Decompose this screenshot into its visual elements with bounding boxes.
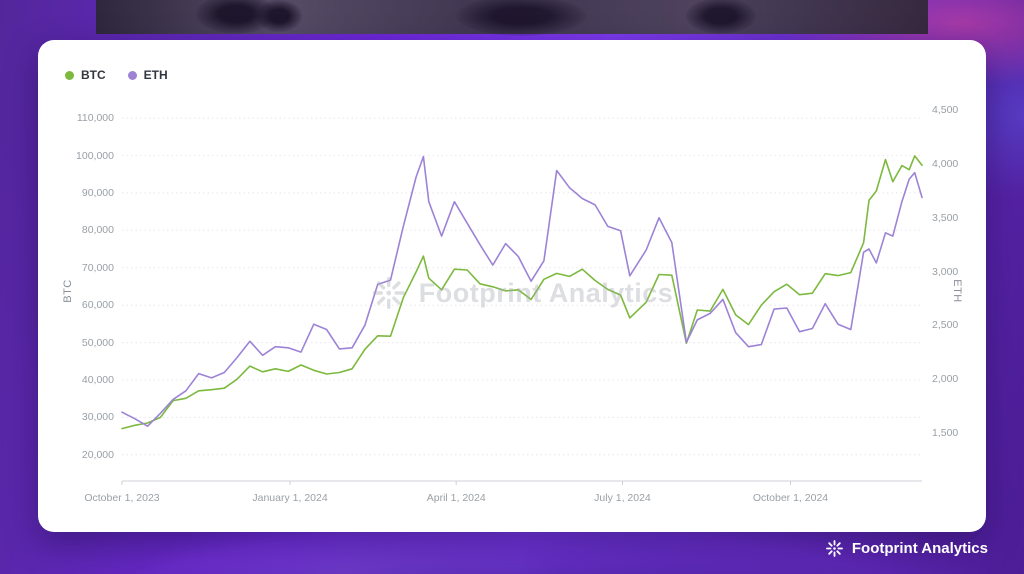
y-axis-tick-left: 60,000 xyxy=(81,299,114,312)
chart-card: BTC ETH BTC ETH 20,000 30,000 40,000 50,000… xyxy=(38,40,986,532)
x-axis-tick: October 1, 2023 xyxy=(84,492,160,504)
chart-legend: BTC ETH xyxy=(65,68,168,82)
y-axis-tick-left: 50,000 xyxy=(81,336,114,349)
background-photo-strip xyxy=(96,0,928,36)
y-axis-tick-left: 30,000 xyxy=(81,411,114,424)
legend-label-eth: ETH xyxy=(143,68,168,82)
y-axis-tick-right: 4,500 xyxy=(932,104,959,117)
x-axis-tick: January 1, 2024 xyxy=(252,492,328,504)
btc-legend-dot-icon xyxy=(65,70,74,80)
background-blob xyxy=(686,0,756,34)
y-axis-tick-right: 2,500 xyxy=(932,319,959,332)
y-axis-tick-left: 80,000 xyxy=(81,224,114,237)
eth-legend-dot-icon xyxy=(127,70,137,80)
x-axis-tick: October 1, 2024 xyxy=(752,492,829,504)
y-axis-tick-left: 100,000 xyxy=(76,149,114,162)
price-line-chart[interactable] xyxy=(121,105,923,487)
legend-item-eth[interactable]: ETH xyxy=(127,68,168,82)
right-axis-title: ETH xyxy=(950,279,963,303)
y-axis-tick-right: 2,000 xyxy=(932,372,959,385)
y-axis-tick-left: 70,000 xyxy=(81,261,114,274)
y-axis-tick-left: 110,000 xyxy=(76,112,114,125)
y-axis-tick-right: 1,500 xyxy=(932,426,959,439)
y-axis-tick-left: 90,000 xyxy=(81,186,114,199)
y-axis-tick-right: 3,000 xyxy=(932,265,959,278)
y-axis-tick-right: 3,500 xyxy=(932,211,959,224)
y-axis-tick-right: 4,000 xyxy=(932,158,959,171)
y-axis-tick-left: 40,000 xyxy=(81,373,114,386)
x-axis-tick: July 1, 2024 xyxy=(594,492,651,504)
footer-brand-text: Footprint Analytics xyxy=(851,540,988,557)
y-axis-tick-left: 20,000 xyxy=(81,448,114,461)
background-blob xyxy=(456,0,586,36)
background-blob xyxy=(256,0,302,32)
chart-plot-svg xyxy=(121,117,923,485)
footprint-logo-icon xyxy=(825,540,843,557)
footer-brand: Footprint Analytics xyxy=(825,539,988,558)
legend-item-btc[interactable]: BTC xyxy=(65,68,106,82)
legend-label-btc: BTC xyxy=(81,68,106,82)
x-axis-tick: April 1, 2024 xyxy=(426,492,486,504)
